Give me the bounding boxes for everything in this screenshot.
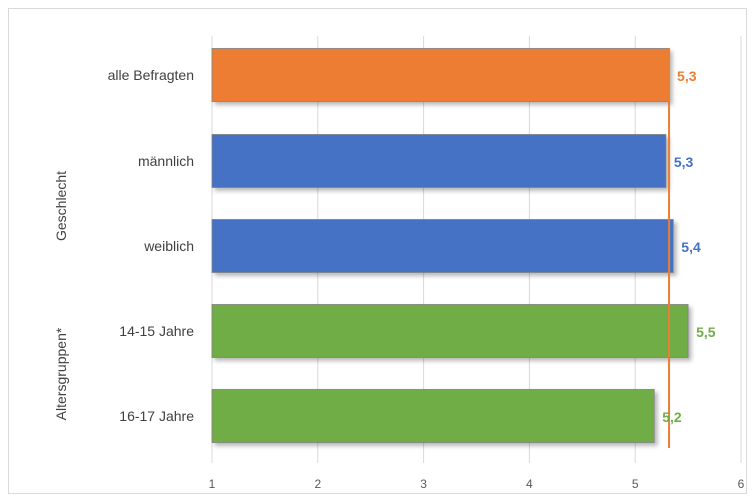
bar-16-17-jahre — [211, 389, 655, 443]
bars — [211, 48, 689, 443]
x-tick-label: 1 — [209, 477, 216, 491]
data-label: 5,5 — [696, 324, 716, 340]
category-label: weiblich — [143, 238, 194, 254]
labels: 1 2 3 4 5 6 alle Befragten 5,3 männlich 5,3 weibli… — [53, 67, 745, 491]
x-tick-label: 5 — [632, 477, 639, 491]
category-label: alle Befragten — [108, 67, 194, 83]
data-label: 5,3 — [674, 154, 694, 170]
x-tick-label: 6 — [738, 477, 745, 491]
data-label: 5,4 — [681, 239, 701, 255]
x-tick-label: 4 — [526, 477, 533, 491]
x-tick-label: 3 — [420, 477, 427, 491]
category-label: männlich — [138, 153, 194, 169]
category-label: 16-17 Jahre — [119, 408, 194, 424]
x-tick-label: 2 — [314, 477, 321, 491]
group-label: Altersgruppen* — [53, 327, 69, 420]
group-label: Geschlecht — [53, 171, 69, 241]
category-label: 14-15 Jahre — [119, 323, 194, 339]
bar-alle-befragten — [211, 48, 670, 102]
data-label: 5,3 — [677, 68, 697, 84]
bar-männlich — [211, 134, 667, 188]
data-label: 5,2 — [662, 409, 682, 425]
bar-weiblich — [211, 219, 674, 273]
bar-14-15-jahre — [211, 304, 689, 358]
